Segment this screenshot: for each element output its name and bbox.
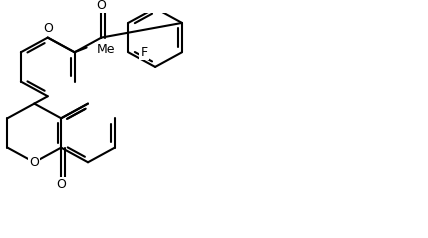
Text: Me: Me xyxy=(97,43,115,56)
Text: O: O xyxy=(96,0,107,12)
Text: O: O xyxy=(56,178,66,191)
Text: F: F xyxy=(141,46,148,59)
Text: O: O xyxy=(43,22,53,35)
Text: O: O xyxy=(30,156,39,169)
